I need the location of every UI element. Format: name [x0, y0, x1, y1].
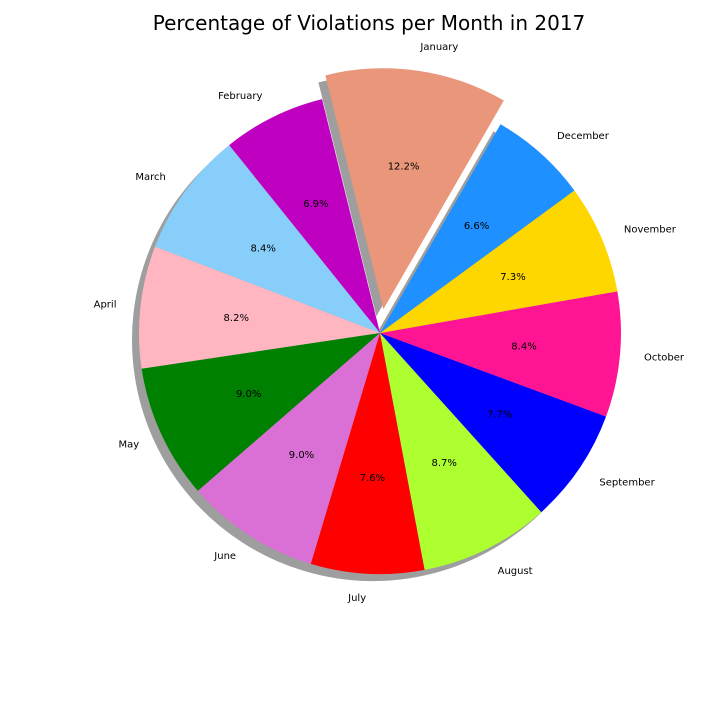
pie-slice-july: [310, 333, 425, 574]
pie-category-label-april: April: [94, 300, 117, 311]
chart-title: Percentage of Violations per Month in 20…: [153, 11, 586, 35]
pie-category-label-february: February: [218, 91, 262, 102]
pie-percent-label-august: 8.7%: [431, 458, 456, 469]
pie-slice-september: [380, 333, 607, 513]
pie-wedges: [138, 68, 621, 574]
pie-category-label-november: November: [624, 224, 677, 235]
pie-slice-may: [141, 333, 380, 491]
pie-percent-label-december: 6.6%: [464, 221, 489, 232]
pie-slice-november: [380, 190, 618, 333]
pie-category-label-march: March: [135, 172, 165, 183]
pie-category-label-january: January: [419, 42, 458, 53]
pie-percent-label-march: 8.4%: [250, 243, 275, 254]
pie-slice-august: [380, 333, 542, 570]
pie-slice-december: [380, 124, 575, 334]
pie-percent-label-june: 9.0%: [289, 450, 314, 461]
pie-slice-february: [229, 99, 380, 334]
pie-labels: 12.2% January 6.9% February 8.4% March 8.2% Apr…: [94, 42, 685, 604]
pie-slice-april: [138, 246, 380, 369]
pie-slice-june: [197, 333, 380, 564]
pie-category-label-september: September: [599, 477, 655, 488]
pie-slice-january: [325, 68, 504, 310]
pie-percent-label-april: 8.2%: [224, 313, 249, 324]
pie-percent-label-october: 8.4%: [511, 342, 536, 353]
pie-slice-march: [155, 145, 380, 333]
pie-category-label-june: June: [213, 551, 236, 562]
pie-category-label-may: May: [119, 439, 140, 450]
pie-percent-label-july: 7.6%: [360, 473, 385, 484]
pie-category-label-august: August: [498, 566, 533, 577]
pie-category-label-december: December: [557, 131, 610, 142]
pie-percent-label-september: 7.7%: [487, 410, 512, 421]
pie-percent-label-may: 9.0%: [236, 389, 261, 400]
pie-category-label-july: July: [347, 593, 366, 604]
pie-percent-label-february: 6.9%: [303, 199, 328, 210]
pie-percent-label-november: 7.3%: [500, 272, 525, 283]
pie-category-label-october: October: [644, 352, 685, 363]
pie-percent-label-january: 12.2%: [388, 162, 420, 173]
pie-slice-october: [380, 291, 621, 417]
